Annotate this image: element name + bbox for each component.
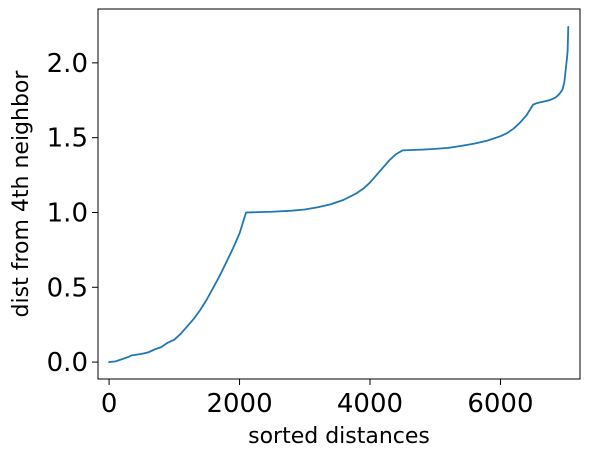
x-tick-label: 6000 bbox=[467, 389, 533, 419]
series-line bbox=[108, 26, 570, 363]
x-tick-label: 2000 bbox=[206, 389, 272, 419]
y-axis-ticks: 0.0 0.5 1.0 1.5 2.0 bbox=[47, 49, 98, 378]
plot-area bbox=[98, 9, 580, 379]
x-tick-label: 0 bbox=[101, 389, 118, 419]
y-tick-label: 2.0 bbox=[47, 49, 88, 79]
y-tick-label: 1.0 bbox=[47, 198, 88, 228]
y-tick-label: 1.5 bbox=[47, 124, 88, 154]
x-axis-ticks: 0 2000 4000 6000 bbox=[101, 379, 534, 419]
y-axis-label: dist from 4th neighbor bbox=[9, 70, 34, 318]
y-tick-label: 0.5 bbox=[47, 273, 88, 303]
x-axis-label: sorted distances bbox=[248, 424, 430, 449]
x-tick-label: 4000 bbox=[337, 389, 403, 419]
y-tick-label: 0.0 bbox=[47, 348, 88, 378]
plot-frame bbox=[97, 8, 581, 380]
